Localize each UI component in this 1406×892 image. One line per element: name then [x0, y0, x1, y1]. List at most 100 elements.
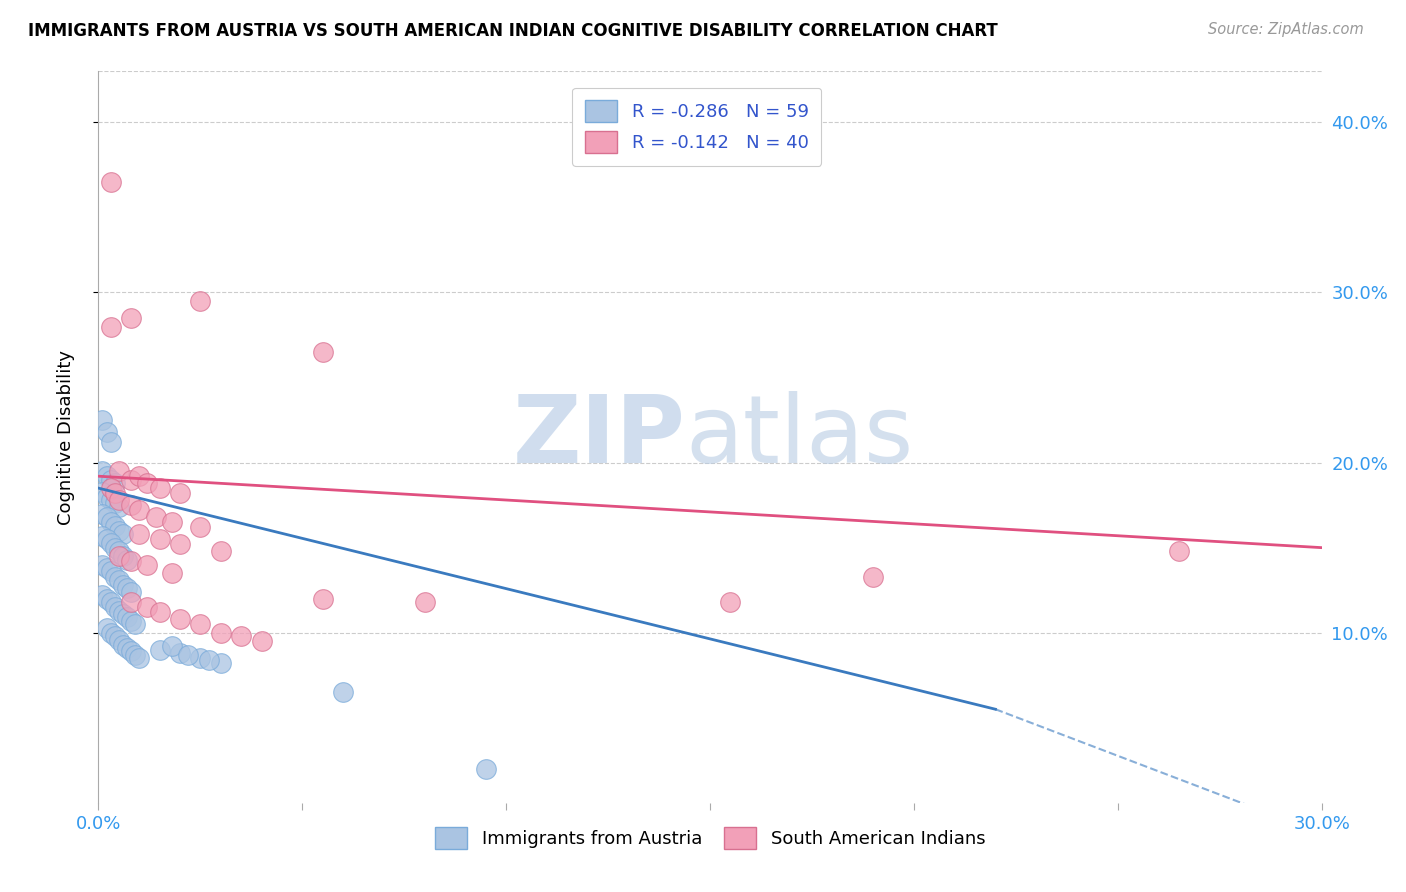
Point	[149, 481, 172, 495]
Point	[104, 629, 127, 643]
Point	[96, 510, 118, 524]
Point	[115, 610, 138, 624]
Point	[312, 345, 335, 359]
Point	[188, 651, 212, 665]
Point	[115, 582, 138, 596]
Point	[91, 507, 114, 521]
Point	[231, 629, 253, 643]
Point	[250, 634, 273, 648]
Point	[96, 621, 118, 635]
Point	[108, 544, 131, 558]
Point	[108, 604, 131, 618]
Point	[120, 644, 142, 658]
Point	[100, 565, 122, 579]
Point	[169, 537, 191, 551]
Point	[120, 614, 142, 628]
Point	[108, 632, 131, 647]
Point	[108, 500, 131, 514]
Point	[100, 535, 122, 549]
Point	[100, 175, 122, 189]
Point	[136, 600, 159, 615]
Point	[104, 475, 127, 490]
Point	[108, 493, 131, 508]
Point	[197, 653, 219, 667]
Point	[188, 520, 212, 534]
Text: ZIP: ZIP	[513, 391, 686, 483]
Point	[149, 532, 172, 546]
Point	[104, 600, 127, 615]
Point	[120, 585, 142, 599]
Point	[120, 311, 142, 326]
Point	[115, 552, 138, 566]
Point	[136, 558, 159, 572]
Point	[104, 496, 127, 510]
Point	[149, 642, 172, 657]
Point	[115, 640, 138, 655]
Point	[209, 657, 232, 671]
Point	[96, 591, 118, 606]
Point	[111, 549, 134, 563]
Point	[312, 591, 335, 606]
Point	[474, 762, 498, 776]
Point	[91, 464, 114, 478]
Point	[104, 569, 127, 583]
Point	[96, 532, 118, 546]
Point	[111, 527, 134, 541]
Point	[120, 473, 142, 487]
Point	[91, 484, 114, 499]
Point	[128, 503, 150, 517]
Point	[91, 588, 114, 602]
Point	[108, 524, 131, 538]
Point	[128, 469, 150, 483]
Point	[332, 685, 354, 699]
Point	[104, 518, 127, 533]
Point	[96, 561, 118, 575]
Point	[108, 464, 131, 478]
Point	[145, 510, 167, 524]
Y-axis label: Cognitive Disability: Cognitive Disability	[56, 350, 75, 524]
Point	[169, 612, 191, 626]
Point	[100, 493, 122, 508]
Point	[100, 473, 122, 487]
Point	[100, 481, 122, 495]
Point	[188, 617, 212, 632]
Point	[96, 425, 118, 439]
Point	[120, 595, 142, 609]
Point	[100, 435, 122, 450]
Point	[718, 595, 742, 609]
Point	[1167, 544, 1189, 558]
Point	[100, 595, 122, 609]
Point	[160, 566, 183, 581]
Point	[96, 469, 118, 483]
Point	[124, 648, 146, 662]
Point	[96, 490, 118, 504]
Point	[91, 413, 114, 427]
Point	[111, 578, 134, 592]
Point	[100, 319, 122, 334]
Point	[128, 651, 150, 665]
Point	[177, 648, 200, 662]
Point	[111, 607, 134, 621]
Point	[124, 617, 146, 632]
Point	[169, 486, 191, 500]
Point	[91, 529, 114, 543]
Point	[128, 527, 150, 541]
Point	[111, 638, 134, 652]
Point	[862, 569, 884, 583]
Point	[209, 544, 232, 558]
Point	[169, 646, 191, 660]
Point	[120, 554, 142, 568]
Point	[104, 486, 127, 500]
Point	[108, 549, 131, 563]
Point	[100, 515, 122, 529]
Legend: Immigrants from Austria, South American Indians: Immigrants from Austria, South American …	[425, 816, 995, 860]
Point	[108, 573, 131, 587]
Point	[413, 595, 436, 609]
Point	[100, 625, 122, 640]
Text: atlas: atlas	[686, 391, 914, 483]
Point	[209, 625, 232, 640]
Point	[91, 558, 114, 572]
Point	[120, 498, 142, 512]
Point	[160, 640, 183, 654]
Text: Source: ZipAtlas.com: Source: ZipAtlas.com	[1208, 22, 1364, 37]
